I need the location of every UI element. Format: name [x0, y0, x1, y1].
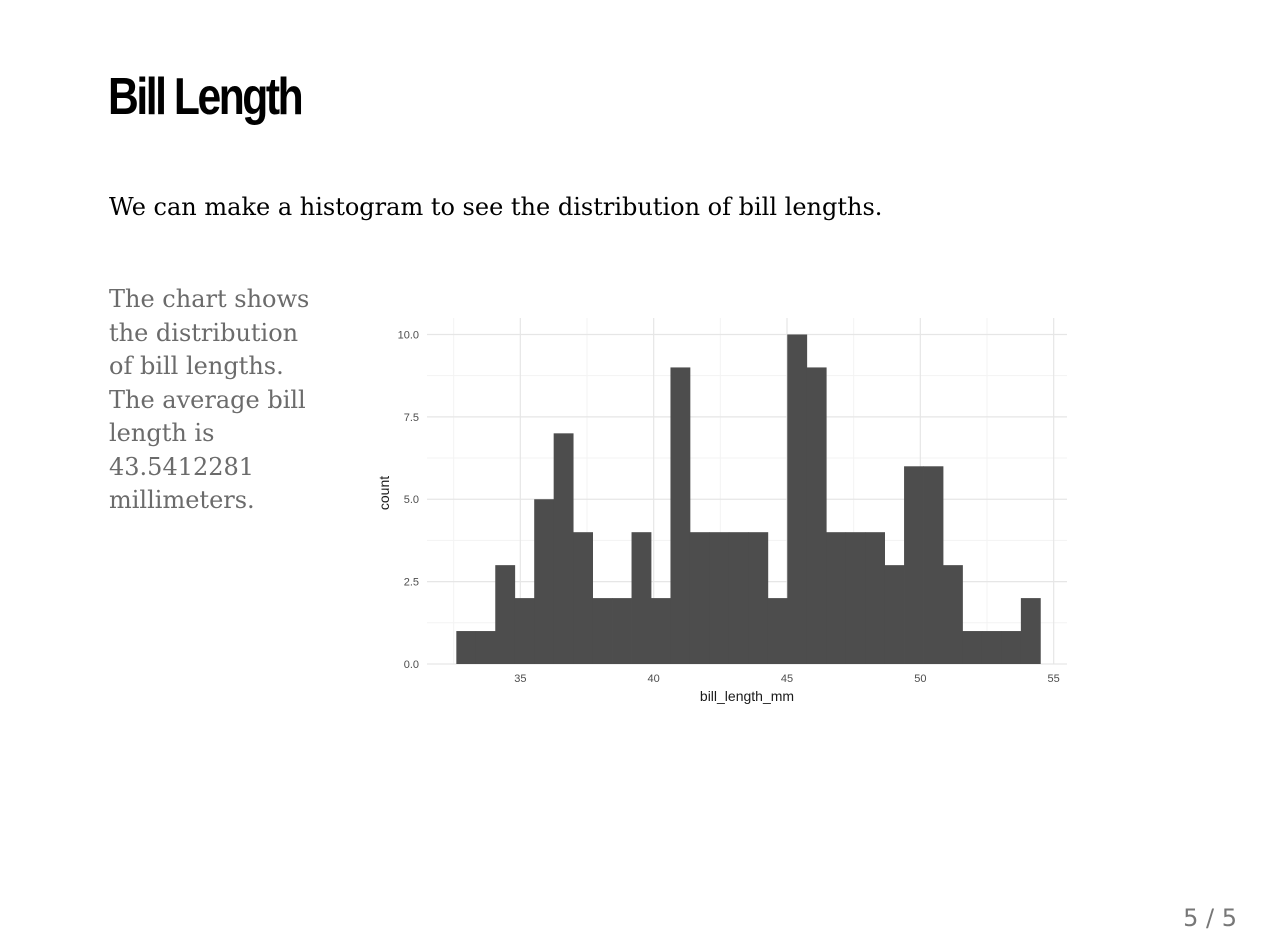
x-tick-label: 50	[914, 673, 926, 685]
y-tick-label: 7.5	[404, 412, 419, 424]
histogram-bar	[475, 631, 496, 664]
histogram-bar	[670, 367, 691, 664]
histogram-bar	[495, 565, 516, 664]
histogram-bar	[651, 598, 671, 664]
histogram-bar	[709, 532, 730, 664]
histogram-bar	[904, 466, 924, 664]
histogram-bar	[573, 532, 593, 664]
histogram-bar	[631, 532, 652, 664]
x-tick-label: 45	[781, 673, 793, 685]
histogram-bar	[981, 631, 1002, 664]
slide-title: Bill Length	[108, 68, 304, 126]
histogram-bar	[845, 532, 866, 664]
histogram-bar	[1020, 598, 1041, 664]
histogram-bar	[826, 532, 847, 664]
histogram-bar	[884, 565, 905, 664]
y-tick-label: 10.0	[398, 329, 419, 341]
x-tick-label: 55	[1048, 673, 1060, 685]
tick-labels: 35 40 45 50 55 0.0 2.5 5.0 7.5 10.0	[398, 329, 1060, 685]
histogram-bar	[1001, 631, 1022, 664]
intro-text: We can make a histogram to see the distr…	[109, 193, 883, 221]
histogram-bar	[612, 598, 632, 664]
chart-caption: The chart shows the distribution of bill…	[109, 285, 310, 514]
histogram-bar	[943, 565, 963, 664]
histogram-bars	[456, 334, 1041, 664]
x-tick-label: 35	[514, 673, 526, 685]
histogram-bar	[787, 334, 808, 664]
histogram-bar	[748, 532, 769, 664]
histogram-bar	[962, 631, 983, 664]
y-tick-label: 2.5	[404, 577, 419, 589]
x-axis-label: bill_length_mm	[700, 688, 794, 704]
histogram-bar	[553, 433, 574, 664]
histogram-bar	[592, 598, 613, 664]
histogram-bar	[514, 598, 535, 664]
y-tick-label: 5.0	[404, 494, 419, 506]
page-number: 5 / 5	[1183, 904, 1237, 932]
y-axis-label: count	[376, 476, 392, 510]
histogram-bar	[923, 466, 944, 664]
histogram-chart: 35 40 45 50 55 0.0 2.5 5.0 7.5 10.0 bill_length_m…	[376, 318, 1067, 704]
histogram-bar	[728, 532, 749, 664]
histogram-bar	[689, 532, 710, 664]
histogram-bar	[767, 598, 788, 664]
histogram-bar	[534, 499, 555, 664]
histogram-bar	[865, 532, 885, 664]
x-tick-label: 40	[648, 673, 660, 685]
y-tick-label: 0.0	[404, 659, 419, 671]
histogram-bar	[456, 631, 477, 664]
histogram-bar	[806, 367, 827, 664]
